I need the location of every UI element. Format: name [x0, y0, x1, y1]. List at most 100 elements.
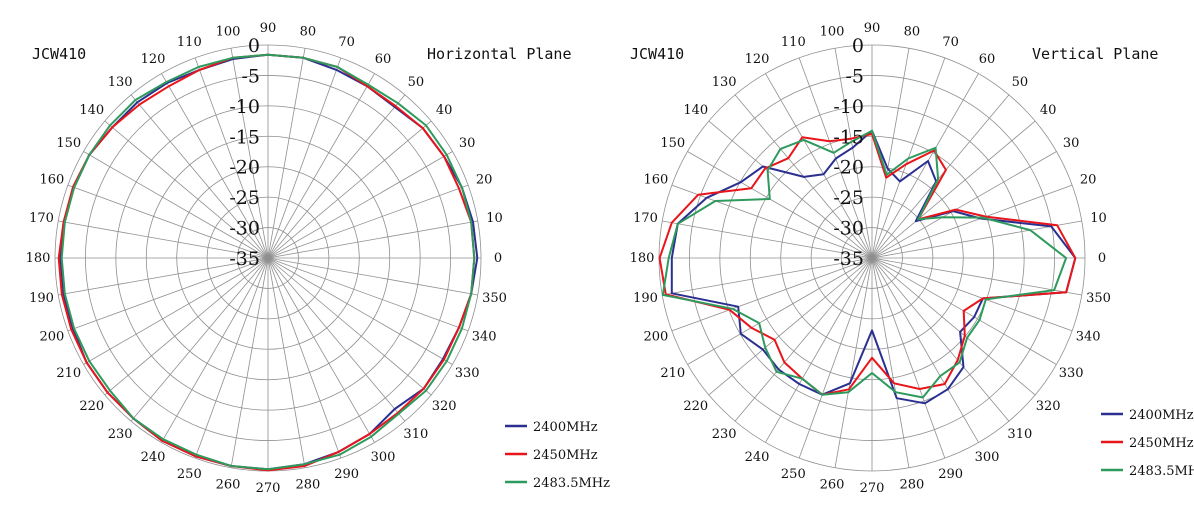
grid-spoke	[104, 257, 269, 396]
legend-label: 2450MHz	[533, 448, 598, 463]
grid-spoke	[871, 257, 1036, 396]
grid-spoke	[267, 184, 469, 259]
angle-tick-label: 150	[56, 136, 81, 151]
angle-tick-label: 130	[108, 75, 133, 90]
angle-tick-label: 160	[643, 172, 668, 187]
grid-spoke	[708, 257, 873, 396]
grid-spoke	[130, 257, 269, 422]
grid-spoke	[871, 151, 1057, 259]
grid-spoke	[267, 257, 469, 332]
angle-tick-label: 110	[781, 35, 806, 50]
radial-tick-label: -30	[229, 218, 260, 240]
angle-tick-label: 20	[1080, 172, 1097, 187]
angle-tick-label: 0	[1098, 251, 1106, 266]
angle-tick-label: 320	[1036, 399, 1061, 414]
angle-tick-label: 280	[296, 478, 321, 493]
radial-tick-label: -5	[845, 65, 864, 87]
grid-spoke	[734, 257, 873, 422]
grid-spoke	[871, 257, 946, 459]
grid-spoke	[67, 257, 269, 332]
grid-spoke	[267, 257, 406, 422]
radial-tick-label: -35	[833, 248, 864, 270]
radial-tick-label: -15	[229, 126, 260, 148]
grid-spoke	[708, 120, 873, 259]
angle-tick-label: 210	[660, 366, 685, 381]
vertical-plane-chart: JCW410 Vertical Plane 0 10 20 30 40 50 60 70 80 9…	[604, 0, 1194, 506]
grid-spoke	[267, 57, 342, 259]
angle-tick-label: 180	[26, 251, 51, 266]
legend-label: 2450MHz	[1129, 436, 1194, 451]
radial-tick-label: -25	[833, 187, 864, 209]
legend-label: 2400MHz	[1129, 408, 1194, 423]
angle-tick-label: 340	[472, 330, 497, 345]
angle-tick-label: 80	[300, 24, 317, 39]
angle-tick-label: 60	[375, 52, 392, 67]
grid-spoke	[662, 257, 873, 296]
angle-tick-label: 80	[904, 24, 921, 39]
series-line-2450MHz	[658, 132, 1077, 396]
angle-tick-label: 250	[781, 467, 806, 482]
grid-spoke	[267, 257, 432, 396]
grid-spoke	[267, 257, 453, 365]
angle-tick-label: 170	[633, 211, 658, 226]
angle-tick-label: 160	[39, 172, 64, 187]
horizontal-plane-chart: JCW410 Horizontal Plane 0 10 20 30 40 50 60 70 8…	[26, 21, 611, 496]
grid-spoke	[871, 257, 910, 468]
grid-spoke	[267, 120, 432, 259]
grid-spoke	[267, 94, 406, 259]
angle-tick-label: 90	[260, 21, 277, 36]
grid-spoke	[267, 257, 478, 296]
angle-tick-label: 330	[455, 366, 480, 381]
angle-tick-label: 20	[476, 172, 493, 187]
angle-tick-label: 110	[177, 35, 202, 50]
angle-tick-label: 180	[630, 251, 655, 266]
grid-spoke	[267, 48, 306, 259]
vertical-plane-polar-plot: JCW410 Vertical Plane 0 10 20 30 40 50 60 70 80 9…	[630, 21, 1194, 496]
angle-tick-label: 140	[683, 103, 708, 118]
angle-tick-label: 200	[643, 330, 668, 345]
grid-spoke	[161, 73, 269, 259]
radial-tick-label: -10	[833, 96, 864, 118]
grid-spoke	[230, 257, 269, 468]
grid-spoke	[194, 57, 269, 259]
angle-tick-label: 310	[1007, 427, 1032, 442]
angle-tick-label: 90	[864, 21, 881, 36]
legend-label: 2483.5MHz	[533, 476, 610, 491]
angle-tick-label: 250	[177, 467, 202, 482]
radial-tick-label: -20	[229, 157, 260, 179]
grid-spoke	[58, 257, 269, 296]
angle-tick-label: 130	[712, 75, 737, 90]
angle-tick-label: 70	[338, 35, 355, 50]
legend: 2400MHz 2450MHz 2483.5MHz	[505, 420, 610, 491]
angle-tick-label: 270	[860, 481, 885, 496]
polar-grid	[658, 44, 1086, 472]
radial-tick-label: -35	[229, 248, 260, 270]
angle-tick-label: 220	[79, 399, 104, 414]
angle-tick-label: 240	[745, 450, 770, 465]
angle-tick-label: 260	[820, 478, 845, 493]
angle-tick-label: 30	[1063, 136, 1080, 151]
angle-tick-label: 300	[975, 450, 1000, 465]
legend-label: 2483.5MHz	[1129, 464, 1194, 479]
grid-spoke	[871, 94, 1010, 259]
angle-tick-label: 230	[108, 427, 133, 442]
series-line-2483.5MHz	[661, 129, 1068, 399]
grid-spoke	[687, 257, 873, 365]
radial-tick-label: -5	[241, 65, 260, 87]
polar-grid	[54, 44, 482, 472]
angle-tick-label: 50	[1012, 75, 1029, 90]
angle-tick-label: 310	[403, 427, 428, 442]
angle-tick-label: 10	[486, 211, 503, 226]
grid-spoke	[194, 257, 269, 459]
angle-tick-label: 0	[494, 251, 502, 266]
radial-tick-label: -10	[229, 96, 260, 118]
grid-spoke	[871, 220, 1082, 259]
chart-label: JCW410	[32, 45, 86, 63]
grid-spoke	[671, 257, 873, 332]
grid-spoke	[871, 257, 1073, 332]
grid-spoke	[130, 94, 269, 259]
grid-spoke	[267, 73, 375, 259]
grid-spoke	[267, 257, 306, 468]
angle-tick-label: 270	[256, 481, 281, 496]
grid-spoke	[267, 257, 375, 443]
